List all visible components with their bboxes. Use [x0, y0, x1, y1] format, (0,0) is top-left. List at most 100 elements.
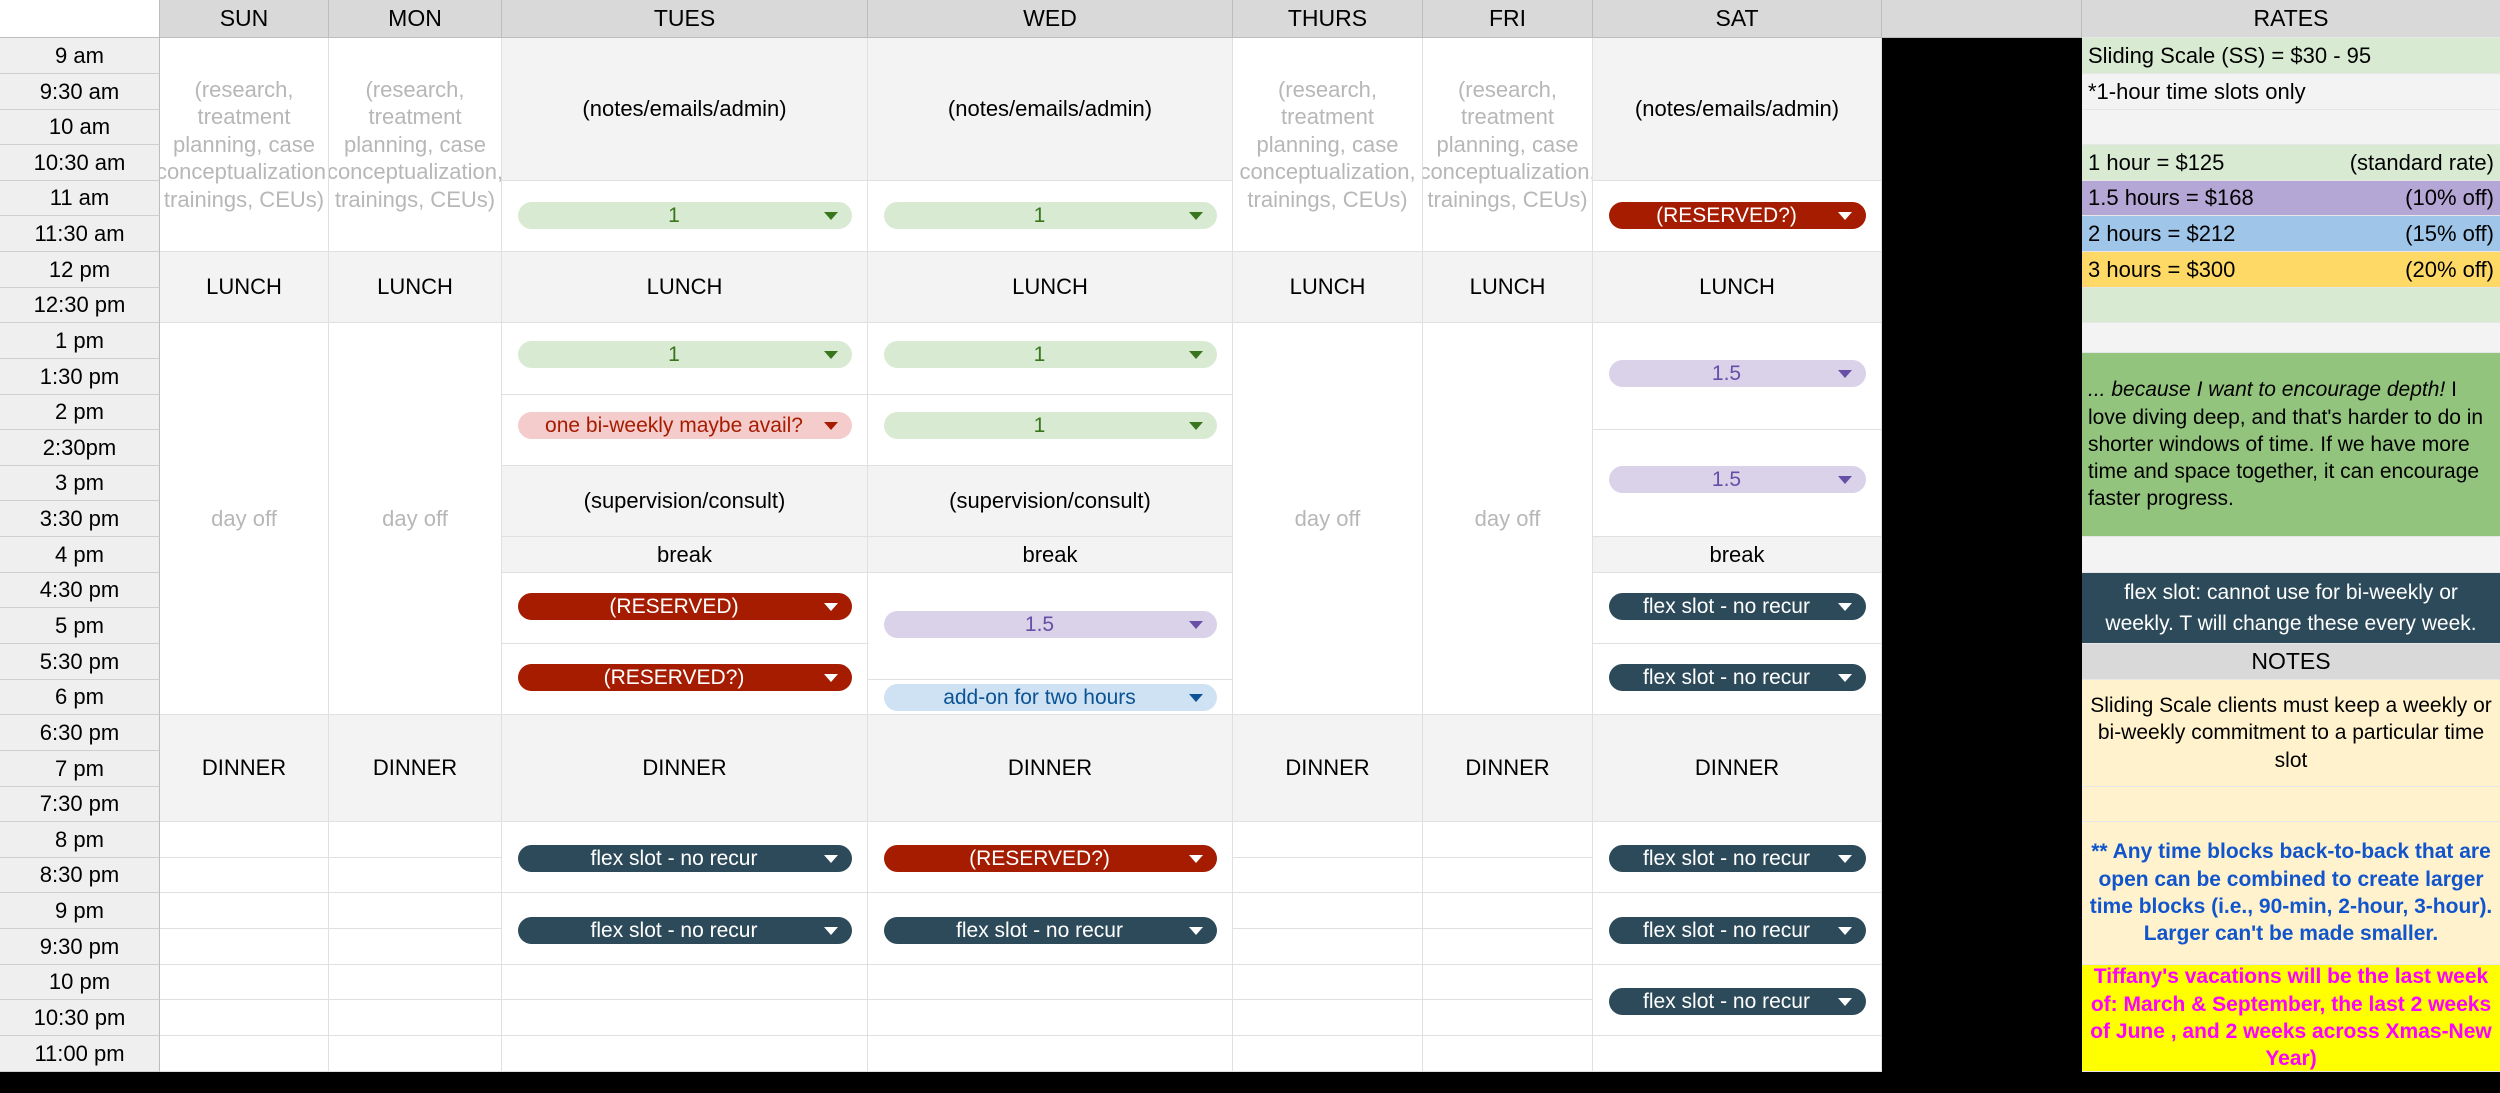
vacation-note[interactable]: Tiffany's vacations will be the last wee…: [2082, 965, 2500, 1072]
admin-block-sat[interactable]: (notes/emails/admin): [1593, 38, 1882, 181]
research-block-thurs[interactable]: (research, treatment planning, case conc…: [1233, 38, 1423, 252]
slot-dropdown-wed-2pm[interactable]: 1: [884, 412, 1217, 439]
slot-dropdown-wed-11am[interactable]: 1: [884, 202, 1217, 229]
empty-cell[interactable]: [502, 965, 868, 1000]
empty-cell[interactable]: [1423, 858, 1593, 893]
empty-cell[interactable]: [1423, 893, 1593, 929]
empty-cell[interactable]: [160, 1036, 329, 1072]
day-header-thurs[interactable]: THURS: [1233, 0, 1423, 38]
time-label[interactable]: 5:30 pm: [0, 644, 160, 680]
break-cell-tues[interactable]: break: [502, 537, 868, 573]
day-header-mon[interactable]: MON: [329, 0, 502, 38]
time-label[interactable]: 8 pm: [0, 822, 160, 858]
time-label[interactable]: 9 am: [0, 38, 160, 74]
time-label[interactable]: 2:30pm: [0, 430, 160, 466]
dinner-cell-mon[interactable]: DINNER: [329, 715, 502, 822]
empty-cell[interactable]: [160, 858, 329, 893]
day-off-thurs[interactable]: day off: [1233, 323, 1423, 715]
empty-cell[interactable]: [1233, 965, 1423, 1000]
lunch-cell-tues[interactable]: LUNCH: [502, 252, 868, 323]
empty-cell[interactable]: [329, 965, 502, 1000]
time-label[interactable]: 12:30 pm: [0, 288, 160, 323]
time-label[interactable]: 10 pm: [0, 965, 160, 1000]
day-header-tues[interactable]: TUES: [502, 0, 868, 38]
rate-row-3hr[interactable]: 3 hours = $300 (20% off): [2082, 252, 2500, 288]
depth-note[interactable]: ... because I want to encourage depth! I…: [2082, 353, 2500, 537]
empty-cell[interactable]: [868, 965, 1233, 1000]
slot-dropdown-tues-11am[interactable]: 1: [518, 202, 852, 229]
dinner-cell-sat[interactable]: DINNER: [1593, 715, 1882, 822]
dinner-cell-sun[interactable]: DINNER: [160, 715, 329, 822]
lunch-cell-sat[interactable]: LUNCH: [1593, 252, 1882, 323]
time-label[interactable]: 5 pm: [0, 608, 160, 644]
admin-block-wed[interactable]: (notes/emails/admin): [868, 38, 1233, 181]
lunch-cell-wed[interactable]: LUNCH: [868, 252, 1233, 323]
research-block-fri[interactable]: (research, treatment planning, case conc…: [1423, 38, 1593, 252]
empty-cell[interactable]: [160, 1000, 329, 1036]
empty-cell[interactable]: [329, 893, 502, 929]
time-label[interactable]: 4:30 pm: [0, 573, 160, 608]
empty-cell[interactable]: [1423, 929, 1593, 965]
slot-dropdown-tues-1pm[interactable]: 1: [518, 341, 852, 368]
empty-cell[interactable]: [868, 1036, 1233, 1072]
time-label[interactable]: 10 am: [0, 110, 160, 145]
slot-dropdown-tues-9pm[interactable]: flex slot - no recur: [518, 917, 852, 944]
dinner-cell-tues[interactable]: DINNER: [502, 715, 868, 822]
time-label[interactable]: 6:30 pm: [0, 715, 160, 751]
empty-cell[interactable]: [160, 893, 329, 929]
time-label[interactable]: 7 pm: [0, 751, 160, 787]
empty-header-cell[interactable]: [1882, 0, 2082, 38]
empty-cell[interactable]: [1423, 1000, 1593, 1036]
time-label[interactable]: 10:30 pm: [0, 1000, 160, 1036]
one-hour-only-note[interactable]: *1-hour time slots only: [2082, 74, 2500, 110]
time-label[interactable]: 1:30 pm: [0, 359, 160, 395]
time-label[interactable]: 12 pm: [0, 252, 160, 288]
slot-dropdown-sat-430pm[interactable]: flex slot - no recur: [1609, 593, 1866, 620]
time-label[interactable]: 4 pm: [0, 537, 160, 573]
sliding-scale-note[interactable]: Sliding Scale clients must keep a weekly…: [2082, 680, 2500, 787]
time-label[interactable]: 3:30 pm: [0, 501, 160, 537]
empty-cell[interactable]: [329, 858, 502, 893]
slot-dropdown-sat-230pm[interactable]: 1.5: [1609, 466, 1866, 493]
sliding-scale-rate[interactable]: Sliding Scale (SS) = $30 - 95: [2082, 38, 2500, 74]
empty-cell[interactable]: [329, 1000, 502, 1036]
rates-header[interactable]: RATES: [2082, 0, 2500, 38]
time-label[interactable]: 9:30 pm: [0, 929, 160, 965]
slot-dropdown-wed-430pm[interactable]: 1.5: [884, 611, 1217, 638]
empty-cell[interactable]: [1423, 1036, 1593, 1072]
empty-cell[interactable]: [502, 1036, 868, 1072]
research-block-sun[interactable]: (research, treatment planning, case conc…: [160, 38, 329, 252]
day-header-sat[interactable]: SAT: [1593, 0, 1882, 38]
time-label[interactable]: 11 am: [0, 181, 160, 216]
time-blocks-note[interactable]: ** Any time blocks back-to-back that are…: [2082, 822, 2500, 965]
day-off-fri[interactable]: day off: [1423, 323, 1593, 715]
empty-cell[interactable]: [329, 1036, 502, 1072]
empty-cell[interactable]: [160, 822, 329, 858]
empty-cell[interactable]: [329, 822, 502, 858]
break-cell-wed[interactable]: break: [868, 537, 1233, 573]
day-header-fri[interactable]: FRI: [1423, 0, 1593, 38]
empty-cell[interactable]: [2082, 323, 2500, 353]
flex-slot-note[interactable]: flex slot: cannot use for bi-weekly or w…: [2082, 573, 2500, 644]
slot-dropdown-wed-1pm[interactable]: 1: [884, 341, 1217, 368]
slot-dropdown-wed-9pm[interactable]: flex slot - no recur: [884, 917, 1217, 944]
notes-header[interactable]: NOTES: [2082, 644, 2500, 680]
slot-dropdown-tues-430pm[interactable]: (RESERVED): [518, 593, 852, 620]
lunch-cell-fri[interactable]: LUNCH: [1423, 252, 1593, 323]
break-cell-sat[interactable]: break: [1593, 537, 1882, 573]
lunch-cell-mon[interactable]: LUNCH: [329, 252, 502, 323]
empty-cell[interactable]: [1233, 822, 1423, 858]
lunch-cell-thurs[interactable]: LUNCH: [1233, 252, 1423, 323]
time-label[interactable]: 11:30 am: [0, 216, 160, 252]
empty-cell[interactable]: [160, 965, 329, 1000]
empty-cell[interactable]: [2082, 537, 2500, 573]
empty-cell[interactable]: [868, 1000, 1233, 1036]
time-label[interactable]: 9:30 am: [0, 74, 160, 110]
slot-dropdown-sat-1pm[interactable]: 1.5: [1609, 360, 1866, 387]
time-label[interactable]: 10:30 am: [0, 145, 160, 181]
slot-dropdown-wed-6pm[interactable]: add-on for two hours: [884, 684, 1217, 711]
dinner-cell-fri[interactable]: DINNER: [1423, 715, 1593, 822]
slot-dropdown-tues-2pm[interactable]: one bi-weekly maybe avail?: [518, 412, 852, 439]
time-label[interactable]: 3 pm: [0, 466, 160, 501]
empty-cell[interactable]: [1593, 1036, 1882, 1072]
